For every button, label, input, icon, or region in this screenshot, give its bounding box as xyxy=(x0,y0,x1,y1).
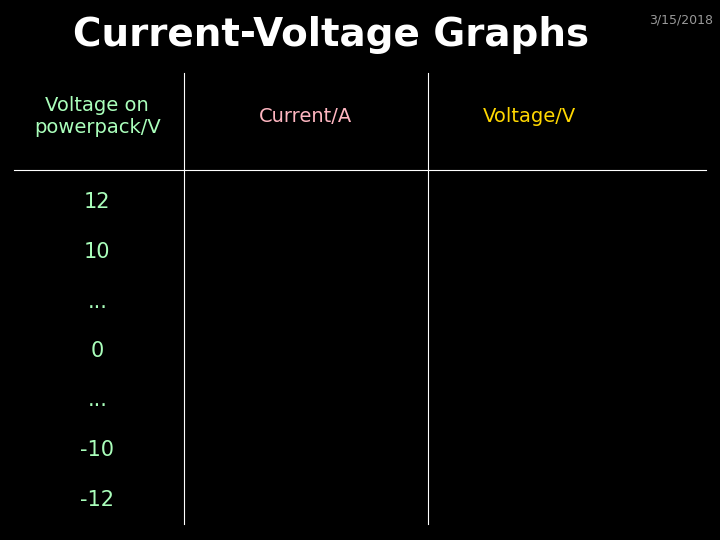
Text: -10: -10 xyxy=(80,440,114,460)
Text: ...: ... xyxy=(87,390,107,410)
Text: Current-Voltage Graphs: Current-Voltage Graphs xyxy=(73,16,589,54)
Text: Current/A: Current/A xyxy=(259,106,353,126)
Text: ...: ... xyxy=(87,292,107,312)
Text: 12: 12 xyxy=(84,192,110,213)
Text: 0: 0 xyxy=(91,341,104,361)
Text: -12: -12 xyxy=(80,489,114,510)
Text: Voltage/V: Voltage/V xyxy=(482,106,576,126)
Text: Voltage on
powerpack/V: Voltage on powerpack/V xyxy=(34,96,161,137)
Text: 3/15/2018: 3/15/2018 xyxy=(649,14,713,26)
Text: 10: 10 xyxy=(84,242,110,262)
